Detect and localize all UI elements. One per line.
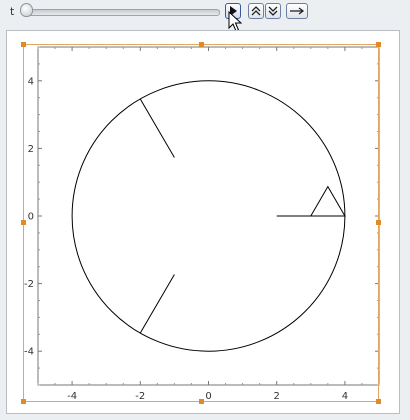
- double-chevron-up-icon: [251, 6, 261, 16]
- y-tick-label: -2: [24, 279, 34, 290]
- plot-shapes: [71, 80, 346, 352]
- parameter-label: t: [10, 5, 15, 18]
- faster-button[interactable]: [248, 3, 264, 19]
- resize-handle[interactable]: [376, 42, 381, 47]
- resize-handle[interactable]: [21, 399, 26, 404]
- direction-button[interactable]: [286, 3, 308, 19]
- y-tick-label: 2: [28, 144, 34, 155]
- slower-button[interactable]: [265, 3, 281, 19]
- resize-handle[interactable]: [21, 220, 26, 225]
- x-tick-label: -2: [135, 391, 145, 402]
- line-segment: [139, 98, 175, 158]
- y-tick-label: 0: [28, 212, 34, 223]
- double-chevron-down-icon: [268, 6, 278, 16]
- x-tick-label: -4: [67, 391, 77, 402]
- manipulate-controls: t: [0, 0, 410, 26]
- y-tick-label: 4: [28, 76, 34, 87]
- resize-handle[interactable]: [199, 42, 204, 47]
- t-slider-thumb[interactable]: [20, 3, 33, 17]
- resize-handle[interactable]: [376, 220, 381, 225]
- line-segment: [139, 274, 175, 334]
- x-tick-label: 0: [205, 391, 211, 402]
- x-axis-tick-labels: -4 -2 0 2 4: [67, 391, 348, 402]
- y-tick-label: -4: [24, 347, 34, 358]
- y-axis-tick-labels: 4 2 0 -2 -4: [24, 76, 34, 357]
- resize-handle[interactable]: [199, 399, 204, 404]
- play-icon: [230, 6, 237, 16]
- x-tick-label: 4: [342, 391, 348, 402]
- resize-handle[interactable]: [21, 42, 26, 47]
- triangle-shape: [309, 185, 346, 217]
- resize-handle[interactable]: [376, 399, 381, 404]
- x-tick-label: 2: [274, 391, 280, 402]
- arrow-right-icon: [290, 7, 305, 15]
- selection-box[interactable]: [23, 44, 379, 402]
